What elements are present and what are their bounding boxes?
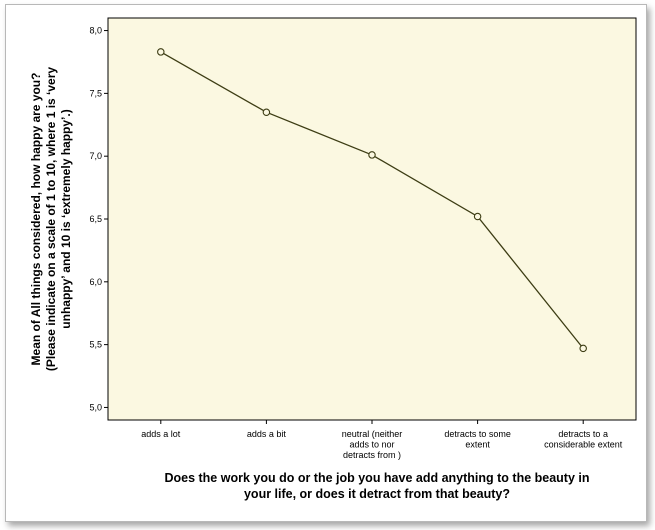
x-tick-label-line: considerable extent: [544, 440, 623, 450]
x-tick-label: neutral (neither adds to nor detracts from…: [342, 429, 403, 460]
x-axis-label-line: Does the work you do or the job you have…: [164, 471, 589, 485]
data-point: [579, 344, 587, 353]
data-point: [368, 151, 376, 159]
y-tick-label: 6,0: [89, 277, 102, 287]
y-tick-label: 6,5: [89, 214, 102, 224]
x-axis-label-line: your life, or does it detract from that …: [244, 487, 510, 501]
x-tick-label-line: neutral (neither: [342, 429, 403, 439]
x-tick-label: adds a bit: [247, 429, 287, 439]
x-tick-label-line: detracts to a: [558, 429, 608, 439]
x-tick-label: detracts to some extent: [444, 429, 511, 450]
x-tick-label-line: adds a lot: [141, 429, 181, 439]
x-tick-label-line: adds a bit: [247, 429, 287, 439]
data-point: [262, 108, 271, 116]
y-tick-label: 5,5: [89, 340, 102, 350]
y-tick-label: 8,0: [89, 26, 102, 36]
x-tick-label: detracts to a considerable extent: [544, 429, 623, 450]
data-point: [473, 212, 482, 221]
y-axis-label-line: (Please indicate on a scale of 1 to 10, …: [44, 67, 58, 371]
x-tick-label-line: extent: [465, 440, 490, 450]
y-axis-label-line: unhappy’ and 10 is ‘extremely happy’.): [59, 109, 73, 328]
y-tick-label: 7,5: [89, 88, 102, 98]
x-tick-label-line: detracts from ): [343, 450, 401, 460]
y-tick-label: 7,0: [89, 151, 102, 161]
x-axis-label: Does the work you do or the job you have…: [164, 471, 589, 501]
x-axis: adds a lot adds a bit neutral (neither adds…: [141, 420, 623, 460]
x-tick-label-line: detracts to some: [444, 429, 511, 439]
plot-area: [107, 17, 637, 421]
y-axis-label: Mean of All things considered, how happy…: [29, 67, 73, 371]
x-tick-label-line: adds to nor: [349, 440, 394, 450]
y-axis-label-line: Mean of All things considered, how happy…: [29, 73, 43, 366]
y-tick-label: 5,0: [89, 402, 102, 412]
series-line: [157, 48, 587, 353]
data-point: [157, 48, 165, 56]
x-tick-label: adds a lot: [141, 429, 181, 439]
y-axis: 5,0 5,5 6,0 6,5 7,0 7,5 8,0: [89, 26, 108, 412]
